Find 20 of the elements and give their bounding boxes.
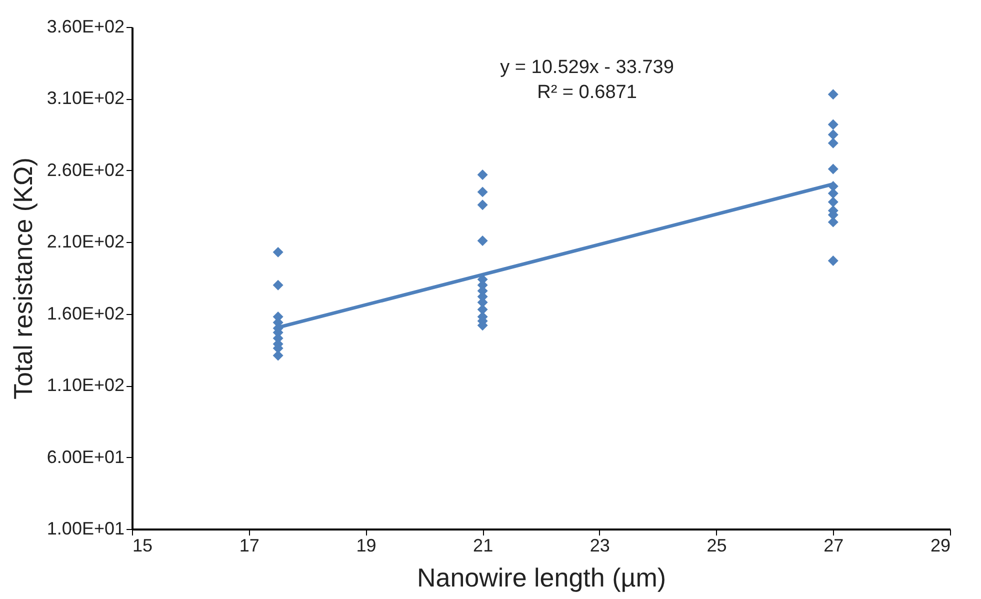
y-tick-label: 1.00E+01 bbox=[46, 518, 124, 538]
x-tick-label: 21 bbox=[473, 536, 494, 556]
y-tick-label: 1.10E+02 bbox=[46, 375, 124, 396]
y-tick-label: 2.10E+02 bbox=[46, 232, 124, 252]
annotation: R² = 0.6871 bbox=[537, 82, 637, 103]
x-tick-label: 19 bbox=[356, 536, 376, 556]
annotation: y = 10.529x - 33.739 bbox=[500, 57, 674, 78]
x-tick-label: 15 bbox=[132, 536, 153, 556]
x-tick-label: 29 bbox=[930, 536, 950, 556]
y-axis-title: Total resistance (KΩ) bbox=[8, 158, 38, 400]
y-tick-label: 3.10E+02 bbox=[46, 88, 124, 108]
x-tick-label: 27 bbox=[824, 536, 844, 556]
x-tick-label: 25 bbox=[706, 536, 727, 556]
x-tick-label: 23 bbox=[590, 536, 610, 556]
x-tick-label: 17 bbox=[239, 536, 260, 556]
y-tick-label: 3.60E+02 bbox=[46, 16, 124, 36]
y-tick-label: 2.60E+02 bbox=[46, 160, 124, 180]
x-axis-title: Nanowire length (µm) bbox=[416, 562, 666, 592]
y-tick-label: 6.00E+01 bbox=[46, 446, 124, 467]
y-tick-label: 1.60E+02 bbox=[46, 303, 124, 324]
